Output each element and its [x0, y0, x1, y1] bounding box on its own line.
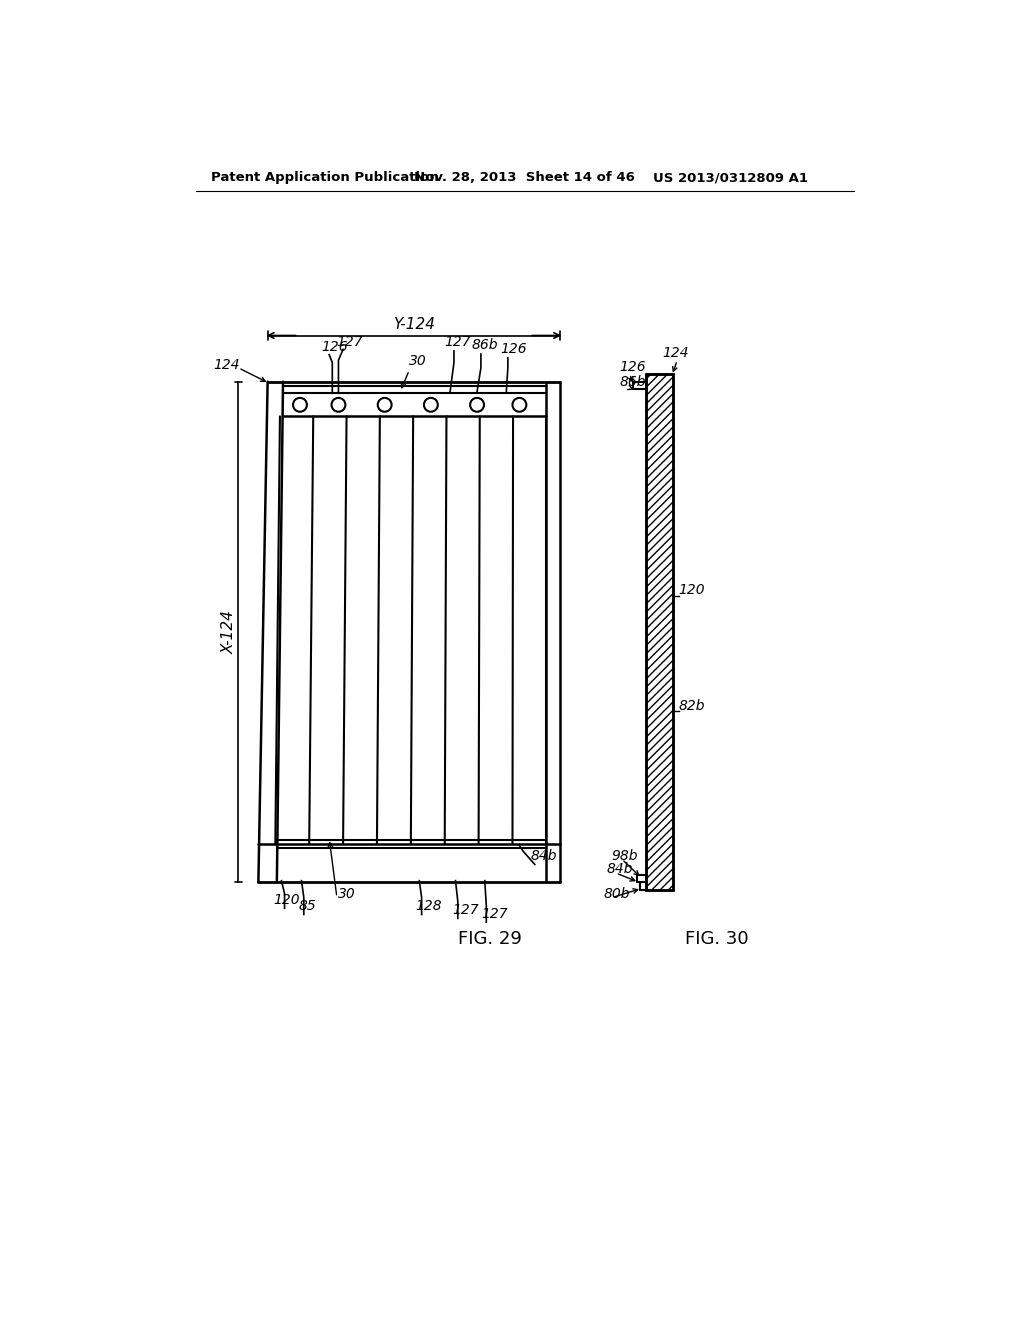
- Circle shape: [378, 397, 391, 412]
- Text: 30: 30: [339, 887, 356, 902]
- Text: 86b: 86b: [472, 338, 498, 352]
- Text: 80b: 80b: [603, 887, 630, 902]
- Text: 127: 127: [336, 334, 362, 348]
- Circle shape: [332, 397, 345, 412]
- Text: 82b: 82b: [679, 698, 706, 713]
- Text: 128: 128: [416, 899, 442, 913]
- Text: Patent Application Publication: Patent Application Publication: [211, 172, 439, 185]
- Text: 126: 126: [322, 341, 348, 354]
- Text: FIG. 29: FIG. 29: [458, 929, 521, 948]
- Bar: [646, 374, 674, 890]
- Text: 98b: 98b: [611, 849, 638, 863]
- Text: 86b: 86b: [620, 375, 646, 389]
- Text: 84b: 84b: [606, 862, 633, 876]
- Circle shape: [293, 397, 307, 412]
- Text: 120: 120: [679, 583, 706, 598]
- Text: Nov. 28, 2013  Sheet 14 of 46: Nov. 28, 2013 Sheet 14 of 46: [414, 172, 635, 185]
- Text: 124: 124: [662, 346, 688, 360]
- Text: 127: 127: [481, 907, 508, 921]
- Text: 85: 85: [298, 899, 316, 913]
- Circle shape: [470, 397, 484, 412]
- Text: 30: 30: [410, 354, 427, 368]
- Text: 126: 126: [500, 342, 526, 356]
- Circle shape: [512, 397, 526, 412]
- Text: 127: 127: [453, 903, 479, 917]
- Bar: [646, 374, 674, 890]
- Text: 126: 126: [620, 360, 646, 374]
- Text: X-124: X-124: [221, 610, 237, 653]
- Text: 120: 120: [273, 892, 300, 907]
- Text: Y-124: Y-124: [393, 317, 435, 331]
- Text: FIG. 30: FIG. 30: [685, 929, 749, 948]
- Text: 127: 127: [444, 335, 471, 350]
- Bar: [646, 374, 674, 890]
- Circle shape: [424, 397, 438, 412]
- Text: US 2013/0312809 A1: US 2013/0312809 A1: [652, 172, 808, 185]
- Text: 84b: 84b: [531, 849, 557, 863]
- Text: 124: 124: [214, 358, 241, 372]
